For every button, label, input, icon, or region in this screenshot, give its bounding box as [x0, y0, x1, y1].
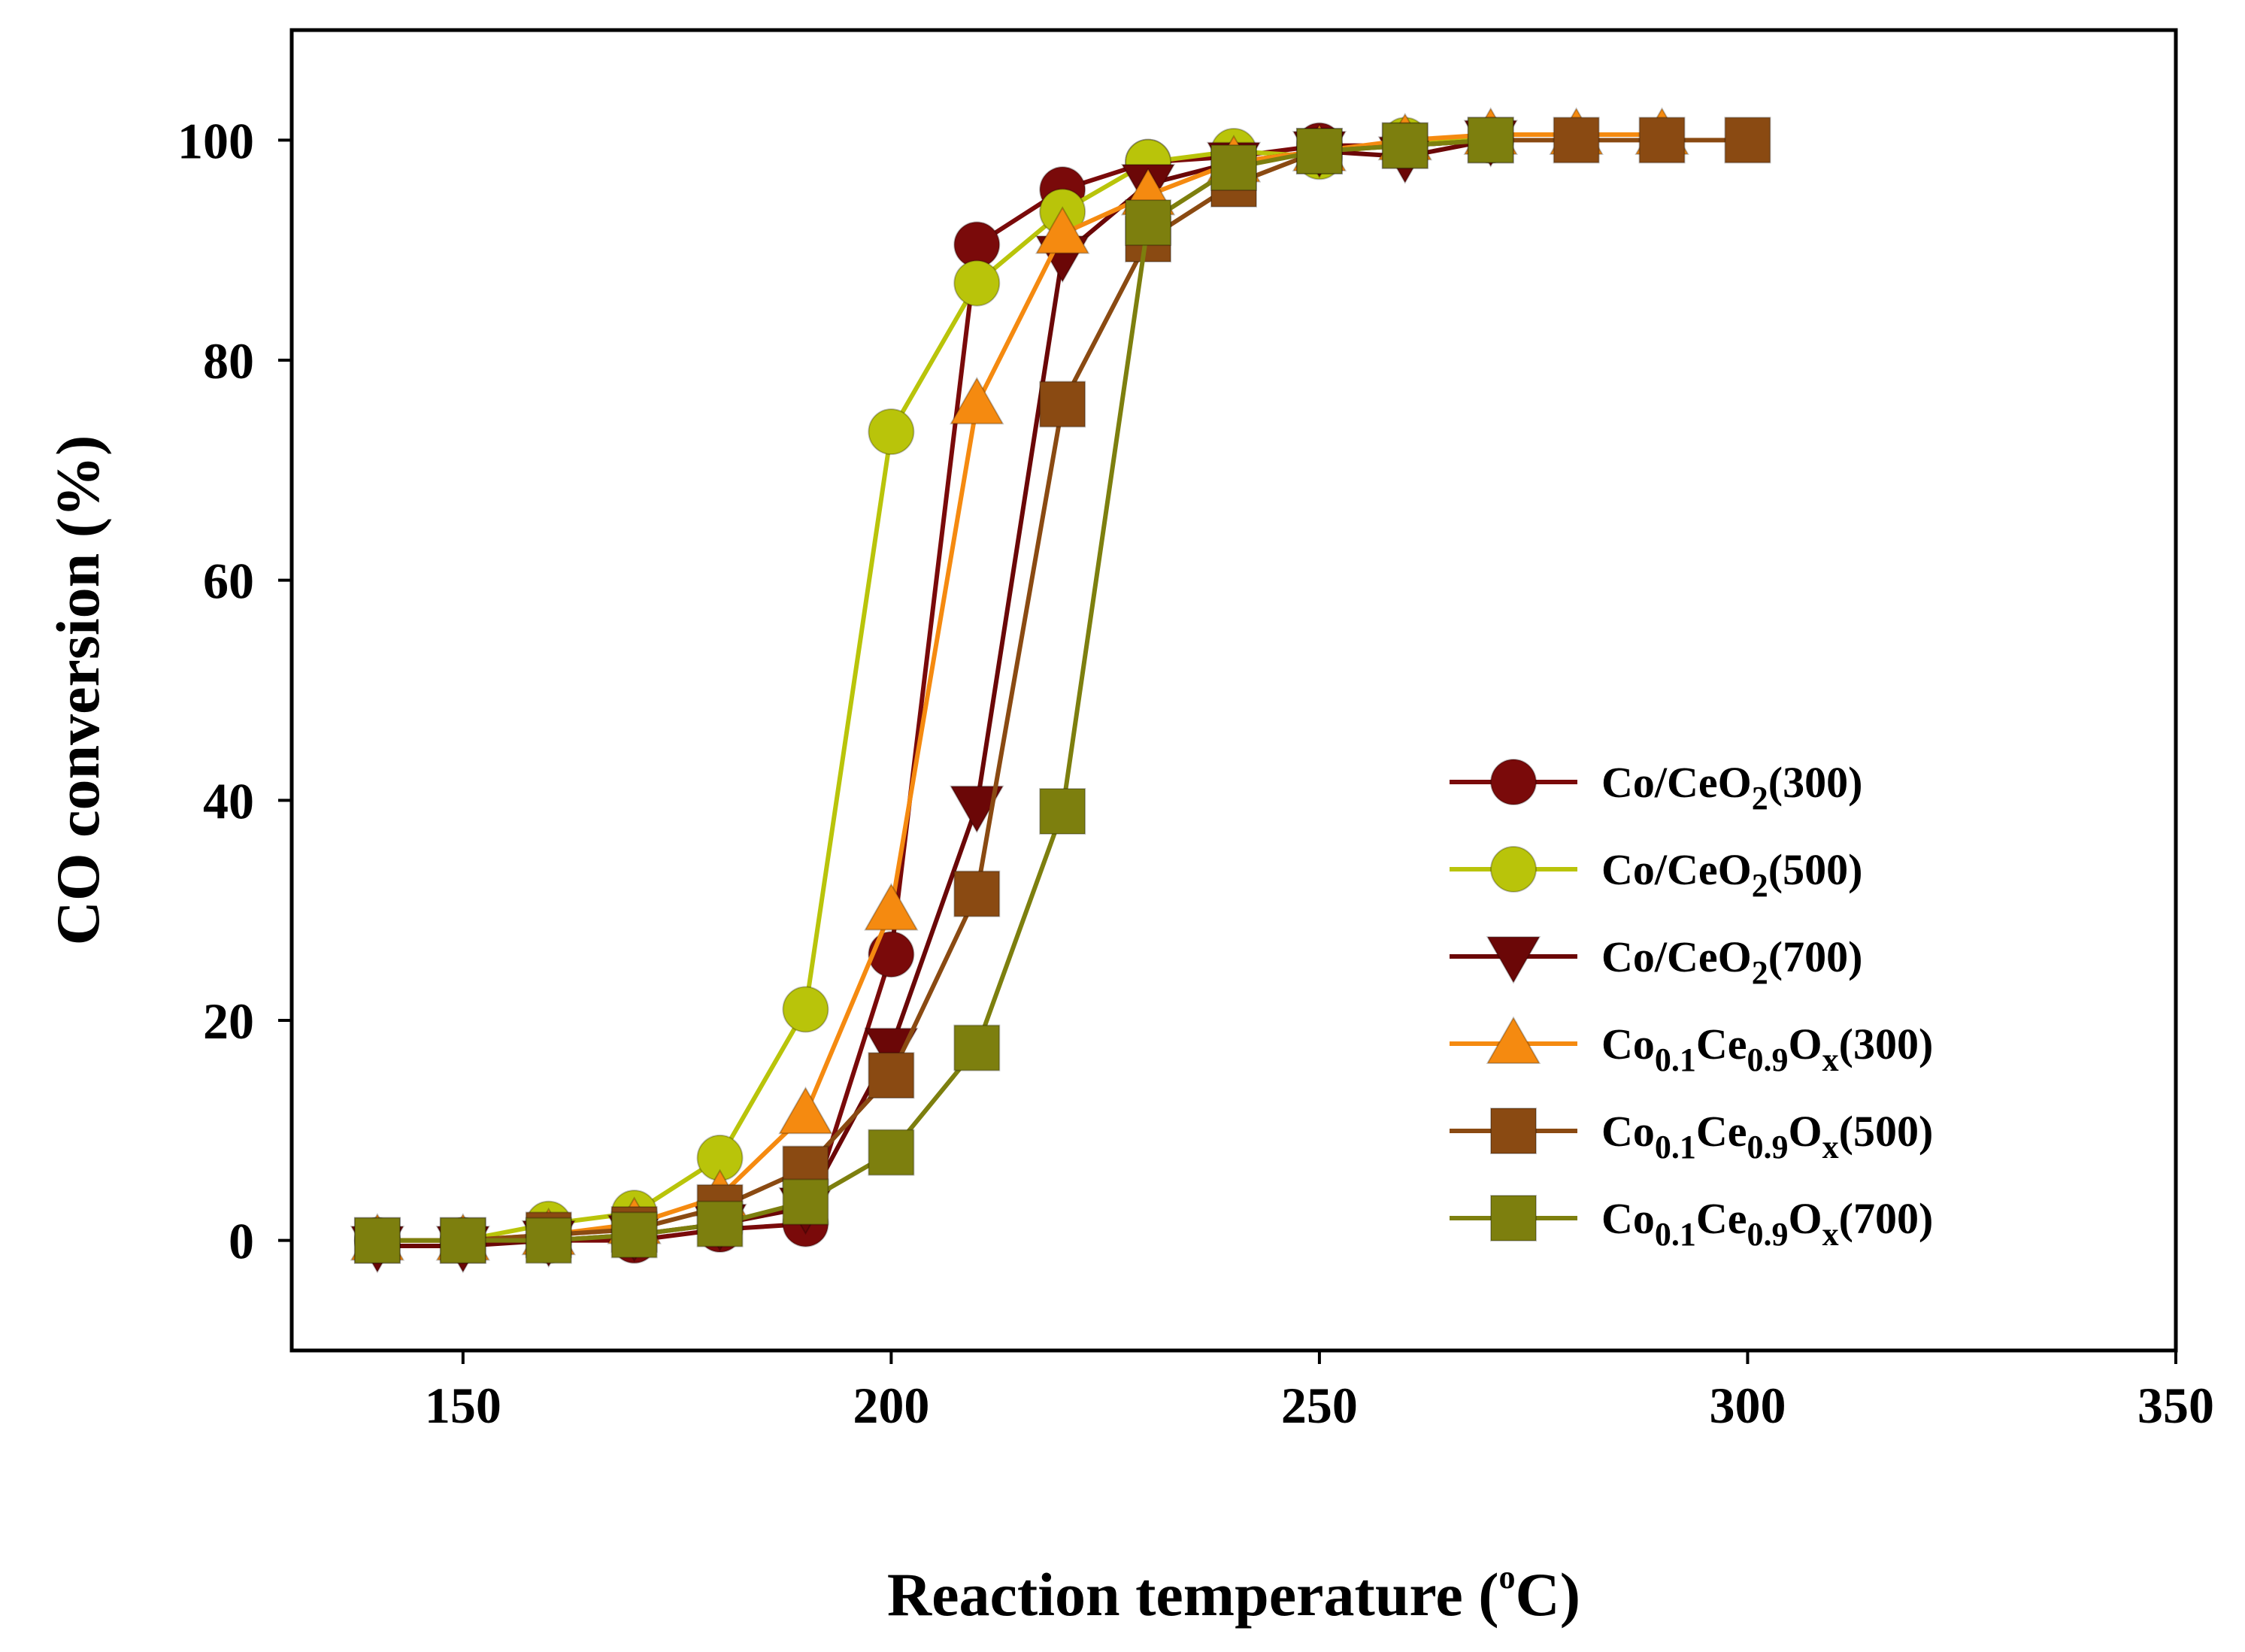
data-point	[439, 1217, 486, 1264]
data-point	[525, 1217, 572, 1264]
series-line	[377, 132, 1662, 1243]
data-point	[1467, 117, 1514, 164]
legend-label: Co/CeO2(700)	[1601, 932, 1862, 991]
legend-marker	[1490, 1108, 1537, 1154]
data-point	[778, 1086, 833, 1135]
data-point	[696, 1200, 744, 1247]
series-line	[377, 138, 1491, 1243]
data-point	[1295, 127, 1343, 174]
series-3	[350, 107, 1689, 1261]
legend: Co/CeO2(300) Co/CeO2(500) Co/CeO2(700) Co0.…	[1450, 758, 1933, 1253]
series-1	[353, 117, 1514, 1264]
legend-label: Co/CeO2(300)	[1601, 758, 1862, 817]
data-point	[1381, 122, 1428, 169]
series-line	[377, 138, 1492, 1248]
data-point	[953, 870, 1001, 917]
series-line	[377, 138, 1748, 1243]
x-tick-label: 300	[1709, 1377, 1786, 1434]
plot-frame	[289, 28, 2178, 1353]
legend-item-1: Co/CeO2(500)	[1450, 845, 1862, 904]
x-tick-label: 200	[853, 1377, 929, 1434]
series-layer	[350, 107, 1771, 1274]
y-axis-title: CO conversion (%)	[44, 435, 112, 946]
legend-label: Co/CeO2(500)	[1601, 845, 1862, 904]
data-point	[353, 1217, 401, 1264]
x-axis-unit-sup: o	[1499, 1559, 1516, 1596]
data-point	[1724, 117, 1771, 164]
y-tick-label: 100	[177, 112, 254, 169]
data-point	[868, 931, 915, 978]
legend-marker	[1490, 759, 1537, 805]
x-axis-title: Reaction temperature (oC)	[887, 1559, 1580, 1629]
legend-marker	[1486, 1016, 1541, 1064]
data-point	[868, 408, 915, 456]
x-tick-label: 350	[2137, 1377, 2214, 1434]
series-line	[377, 138, 1491, 1243]
data-point	[1125, 199, 1172, 247]
axis-ticks: 150 200 250 300 350 0 20 40 60 80 100	[177, 112, 2214, 1434]
y-tick-label: 40	[203, 772, 254, 829]
data-point	[1039, 787, 1086, 835]
legend-item-0: Co/CeO2(300)	[1450, 758, 1862, 817]
data-point	[868, 1129, 915, 1176]
legend-marker	[1490, 1195, 1537, 1241]
legend-label: Co0.1Ce0.9Ox(500)	[1601, 1107, 1933, 1165]
data-point	[868, 1052, 915, 1099]
data-point	[864, 883, 919, 931]
series-5	[353, 117, 1514, 1264]
legend-marker	[1486, 936, 1541, 984]
data-point	[1210, 144, 1257, 191]
data-point	[1035, 206, 1090, 254]
x-tick-label: 250	[1281, 1377, 1358, 1434]
legend-item-3: Co0.1Ce0.9Ox(300)	[1450, 1016, 1933, 1078]
data-point	[610, 1211, 658, 1259]
legend-label: Co0.1Ce0.9Ox(300)	[1601, 1020, 1933, 1078]
legend-marker	[1490, 846, 1537, 893]
data-point	[1638, 117, 1686, 164]
y-tick-label: 80	[203, 332, 254, 390]
data-point	[950, 377, 1004, 425]
data-point	[953, 1024, 1001, 1072]
data-point	[1039, 380, 1086, 428]
legend-item-5: Co0.1Ce0.9Ox(700)	[1450, 1194, 1933, 1253]
x-tick-label: 150	[425, 1377, 501, 1434]
data-point	[782, 1178, 829, 1226]
series-line	[377, 138, 1491, 1243]
legend-item-2: Co/CeO2(700)	[1450, 932, 1862, 991]
data-point	[953, 259, 1001, 307]
y-tick-label: 20	[203, 993, 254, 1050]
legend-label: Co0.1Ce0.9Ox(700)	[1601, 1194, 1933, 1253]
y-tick-label: 60	[203, 553, 254, 610]
data-point	[1553, 117, 1600, 164]
series-0	[353, 117, 1514, 1264]
legend-item-4: Co0.1Ce0.9Ox(500)	[1450, 1107, 1933, 1165]
series-4	[353, 117, 1771, 1264]
data-point	[782, 986, 829, 1033]
y-tick-label: 0	[229, 1213, 254, 1270]
